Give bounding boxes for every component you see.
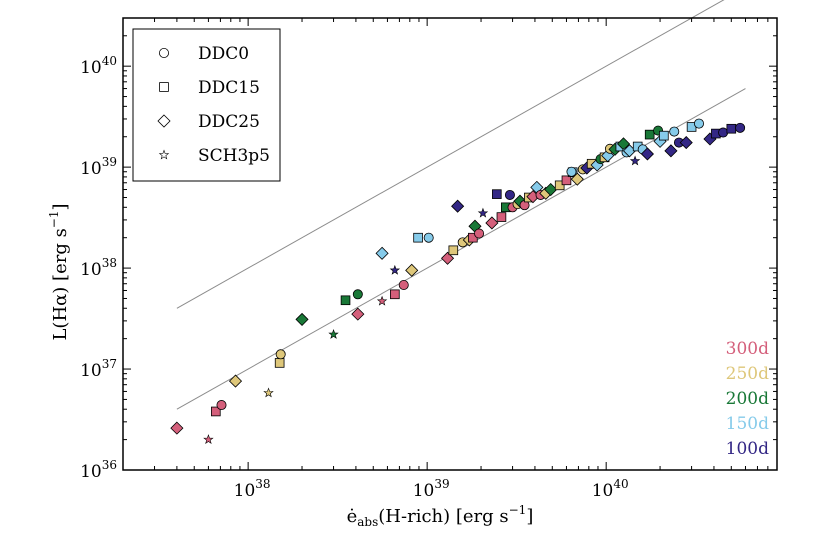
reference-line-upper	[176, 0, 725, 309]
data-point-ddc25-250d	[570, 172, 584, 186]
legend-marker-ddc0	[158, 48, 169, 59]
data-point-ddc0-300d	[398, 279, 409, 290]
reference-lines	[176, 0, 746, 410]
epoch-label-250d: 250d	[726, 364, 769, 384]
legend-label-ddc15: DDC15	[198, 78, 260, 98]
data-point-ddc0-300d	[474, 228, 485, 239]
data-point-ddc15-300d	[390, 289, 400, 300]
legend-label-ddc0: DDC0	[198, 44, 249, 64]
data-point-ddc25-100d	[640, 147, 654, 161]
data-point-ddc15-250d	[554, 180, 565, 191]
data-point-ddc25-100d	[451, 199, 465, 213]
data-point-ddc15-250d	[274, 358, 285, 368]
data-point-ddc15-300d	[561, 175, 572, 186]
data-points	[170, 118, 746, 445]
data-point-ddc0-150d	[566, 166, 577, 177]
data-point-ddc25-300d	[485, 216, 499, 230]
data-point-ddc25-250d	[228, 374, 243, 388]
data-point-ddc15-150d	[659, 130, 669, 141]
legend-marker-sch3p5	[158, 149, 170, 160]
data-point-sch3p5-100d	[477, 207, 489, 218]
y-tick-label: 1040	[80, 54, 117, 78]
epoch-label-200d: 200d	[726, 389, 769, 409]
epoch-legend: 300d 250d 200d 150d 100d	[726, 339, 769, 459]
data-point-ddc25-200d	[544, 182, 558, 197]
data-point-sch3p5-300d	[376, 295, 388, 306]
data-point-sch3p5-300d	[203, 434, 214, 445]
y-tick-label: 1037	[80, 357, 117, 381]
y-tick-label: 1036	[80, 458, 117, 482]
legend-marker-ddc15	[159, 82, 169, 92]
data-point-ddc0-150d	[669, 126, 680, 137]
data-point-ddc15-300d	[496, 212, 507, 222]
legend-label-ddc25: DDC25	[198, 112, 260, 132]
data-point-ddc0-250d	[275, 349, 286, 360]
epoch-label-150d: 150d	[726, 414, 769, 434]
x-tick-label: 1038	[234, 477, 271, 501]
data-point-sch3p5-250d	[263, 387, 274, 398]
reference-line-lower	[176, 88, 746, 410]
epoch-label-100d: 100d	[726, 439, 769, 459]
data-point-ddc15-200d	[644, 129, 655, 140]
data-point-ddc15-100d	[726, 123, 737, 134]
legend: DDC0 DDC15 DDC25 SCH3p5	[132, 28, 281, 182]
data-point-ddc0-200d	[352, 289, 363, 300]
data-point-ddc25-100d	[664, 144, 678, 158]
data-point-ddc0-100d	[504, 189, 515, 200]
data-point-ddc0-300d	[216, 400, 227, 411]
data-point-ddc0-150d	[423, 232, 434, 243]
data-point-sch3p5-100d	[629, 155, 641, 166]
data-point-ddc25-300d	[440, 251, 455, 265]
data-point-ddc25-150d	[375, 246, 389, 260]
y-tick-label: 1038	[80, 256, 117, 280]
legend-marker-ddc25	[157, 114, 171, 128]
data-point-ddc25-300d	[351, 307, 365, 321]
epoch-label-300d: 300d	[726, 339, 769, 359]
legend-label-sch3p5: SCH3p5	[198, 146, 270, 166]
x-axis-label: ėabs(H-rich) [erg s−1]	[347, 503, 534, 529]
data-point-ddc0-100d	[718, 127, 729, 138]
data-point-ddc15-100d	[492, 189, 502, 199]
legend-box	[132, 28, 281, 182]
data-point-ddc15-300d	[211, 406, 221, 417]
data-point-ddc15-250d	[448, 245, 459, 256]
data-point-ddc25-200d	[295, 312, 309, 327]
x-tick-label: 1039	[413, 477, 450, 501]
data-point-sch3p5-200d	[328, 328, 339, 339]
axis-ticks: 1038 1039 1040 1036 1037 1038 1039 1040	[80, 17, 778, 501]
y-axis-label: L(Hα) [erg s−1]	[47, 203, 71, 340]
x-tick-label: 1040	[592, 477, 629, 501]
data-point-ddc25-100d	[679, 136, 693, 150]
data-point-ddc15-150d	[413, 232, 423, 243]
data-point-ddc0-100d	[735, 122, 746, 133]
plot-frame	[122, 17, 778, 471]
data-point-ddc25-300d	[170, 421, 184, 435]
y-tick-label: 1039	[80, 155, 117, 179]
data-point-ddc15-200d	[340, 295, 351, 306]
data-point-sch3p5-100d	[389, 264, 401, 275]
data-point-ddc25-250d	[405, 263, 419, 277]
data-point-ddc0-150d	[693, 118, 704, 129]
